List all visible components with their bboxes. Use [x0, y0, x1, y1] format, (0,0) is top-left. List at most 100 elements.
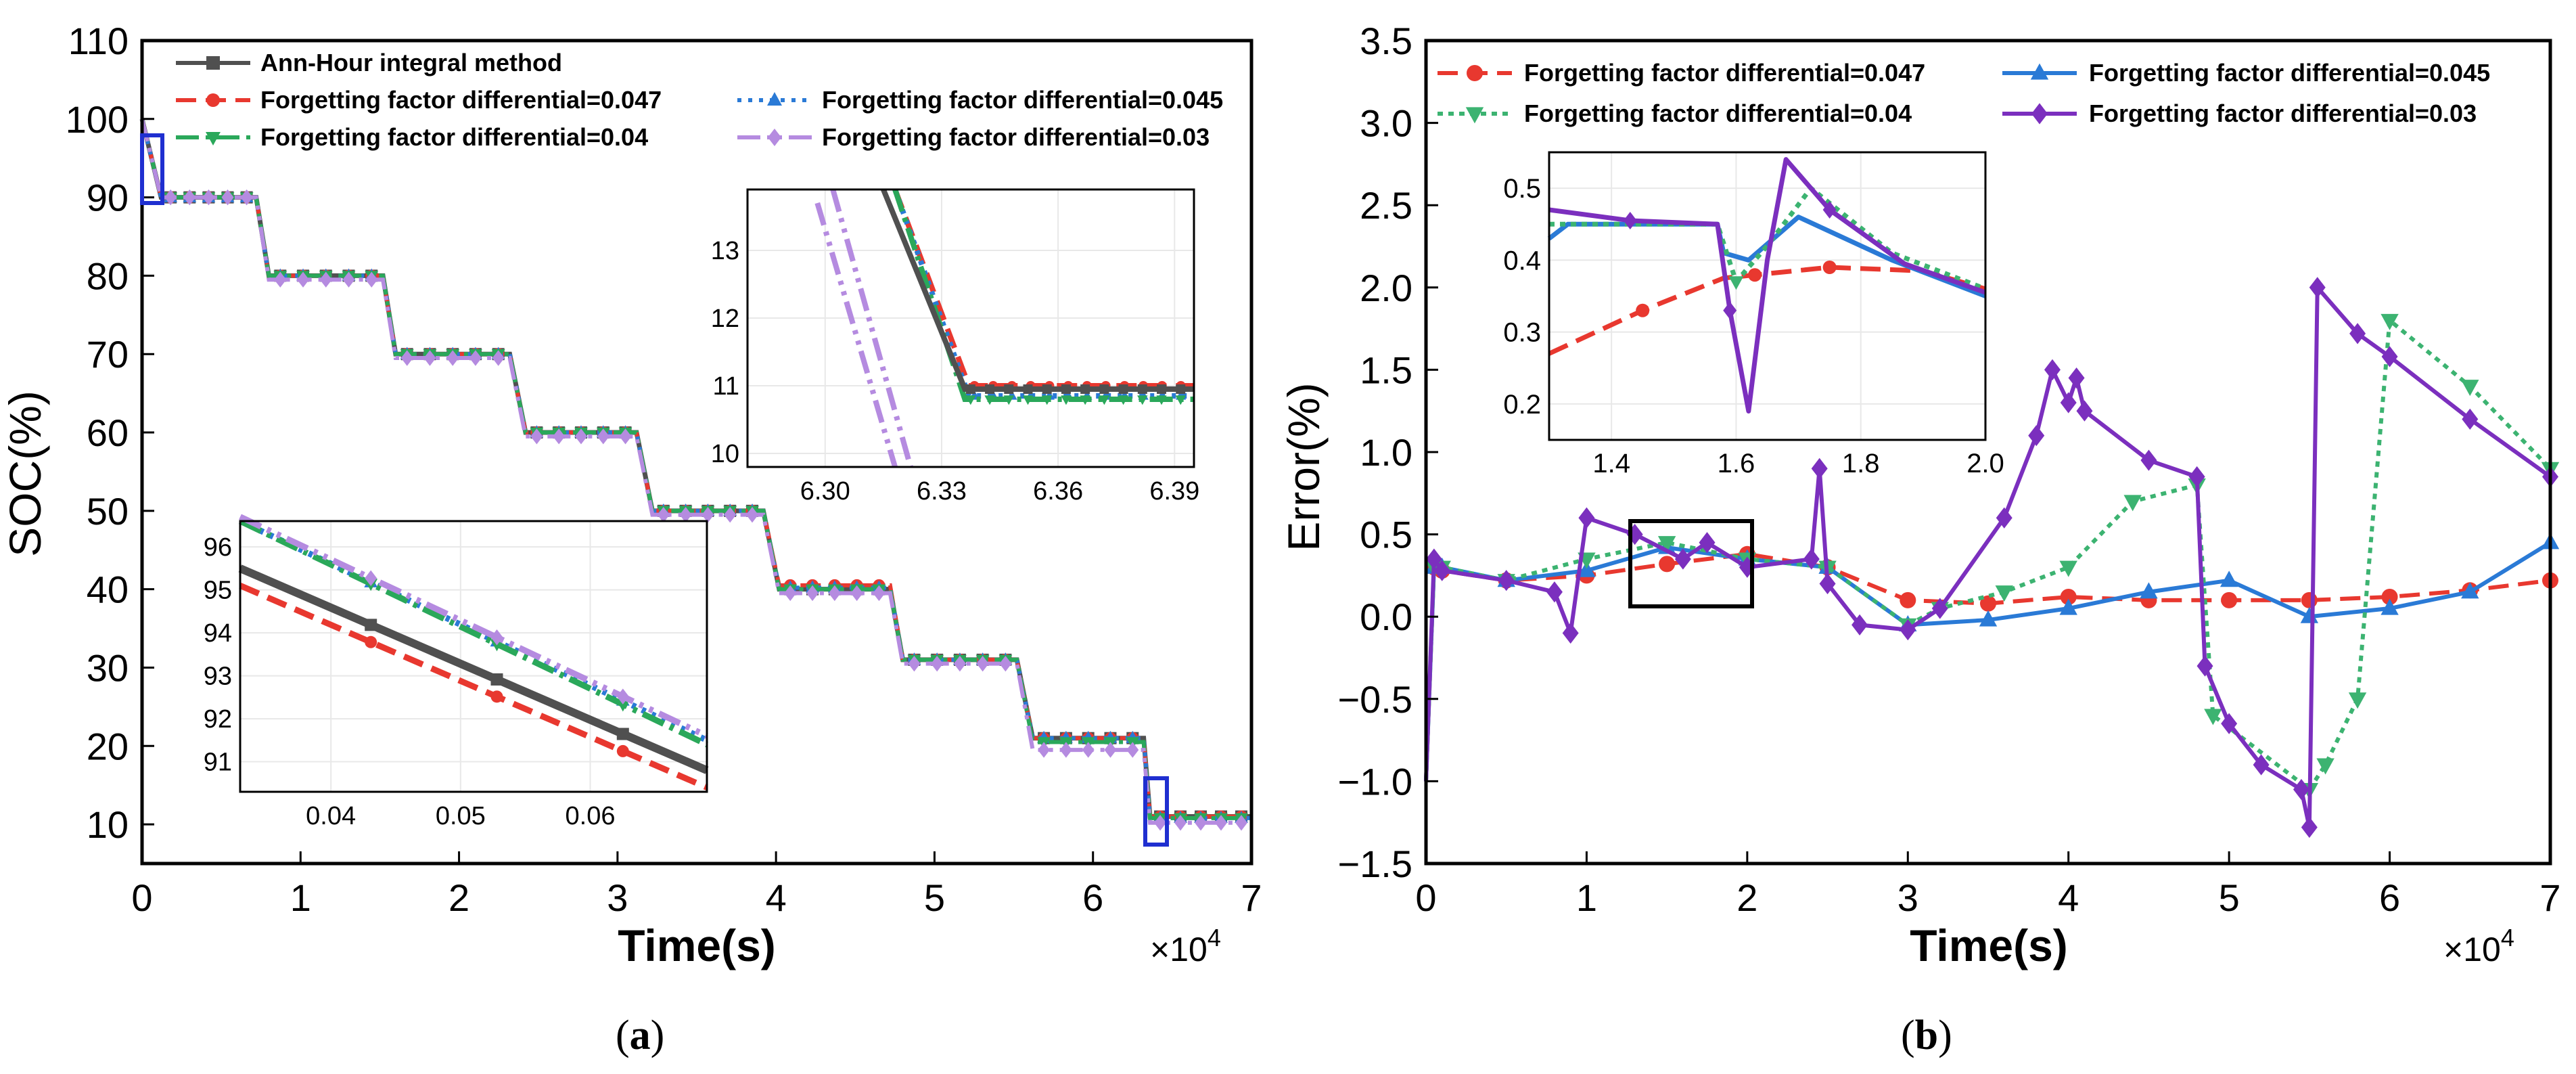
panel-a-series-marker: [469, 350, 482, 366]
panel-a-series-marker: [746, 506, 758, 523]
panel-a-inset2-frame: [746, 188, 1195, 468]
panel-b-series-line: [1424, 552, 2551, 782]
panel-a-ytick-label: 80: [87, 254, 129, 297]
panel-b-series-marker: [2461, 380, 2479, 397]
panel-a-xtick-label: 4: [766, 876, 787, 919]
panel-b-xtick-label: 4: [2058, 876, 2079, 919]
panel-b-legend-label: Forgetting factor differential=0.04: [1524, 99, 1912, 127]
panel-b-series: [1424, 277, 2560, 838]
panel-b-ytick-label: 1.0: [1360, 431, 1412, 474]
panel-a-series-marker: [240, 189, 253, 206]
panel-b-x-axis-label: Time(s): [1910, 920, 2068, 970]
panel-a-inset2-xtick-label: 6.36: [1033, 477, 1083, 506]
panel-b-y-axis-label: Error(%): [1279, 382, 1329, 551]
panel-b-ytick-label: −0.5: [1337, 678, 1412, 721]
panel-b-legend-marker: [1465, 107, 1484, 124]
panel-a-inset1-ytick-label: 96: [204, 533, 232, 562]
panel-a-series-marker: [274, 271, 287, 288]
panel-a-xtick-label: 0: [131, 876, 152, 919]
panel-a-plot-frame: [140, 39, 1254, 866]
panel-a-series-marker: [931, 655, 944, 672]
panel-b-inset-ytick-label: 0.2: [1503, 390, 1541, 420]
panel-b-series-marker: [1931, 598, 1948, 619]
panel-b-inset-series-line: [1548, 157, 1987, 413]
panel-a-inset2-marker: [1176, 384, 1186, 394]
panel-b-inset-xtick-label: 1.8: [1842, 449, 1880, 478]
panel-b-series-marker: [2221, 591, 2238, 608]
panel-a-inset2-marker: [1003, 395, 1014, 405]
panel-a-inset2-marker: [1099, 395, 1110, 405]
panel-a-inset1-marker: [365, 635, 377, 648]
panel-a-ytick-label: 100: [66, 98, 129, 141]
panel-a-series-marker: [183, 189, 196, 206]
panel-a-legend-marker: [206, 93, 220, 107]
panel-a-series-marker: [574, 428, 587, 445]
panel-a-series-marker: [657, 506, 670, 523]
panel-b-ytick-label: −1.5: [1337, 843, 1412, 885]
panel-a-series-line: [140, 118, 1251, 825]
panel-a-inset2-marker: [1042, 384, 1052, 394]
panel-a-inset2-series-line: [881, 188, 1194, 392]
panel-a-series: [139, 118, 1251, 831]
panel-a-legend-marker: [768, 129, 781, 146]
panel-b-xtick-label: 3: [1898, 876, 1918, 919]
panel-b-xtick-label: 6: [2379, 876, 2400, 919]
panel-b-series-marker: [2461, 582, 2479, 599]
panel-b-series-marker: [1811, 457, 1828, 479]
panel-a-inset2-marker: [965, 384, 975, 394]
panel-b-series-marker: [1433, 560, 1450, 581]
panel-b-error-chart: 0 1 2 3 4 5 6 7 −1.5 −1.0 −0.5 0.0 0.5 1.0 1.5 2.0 2.5 3.…: [1279, 20, 2561, 1058]
panel-b-series-marker: [1980, 595, 1996, 612]
panel-a-xtick-label: 6: [1082, 876, 1103, 919]
panel-b-inset-marker: [1728, 276, 1744, 290]
panel-a-series-marker: [850, 585, 863, 602]
panel-a-inset1-marker: [365, 619, 377, 631]
panel-b-series-line: [1424, 541, 2552, 782]
panel-b-legend: Forgetting factor differential=0.047 Forg…: [1438, 59, 2490, 127]
panel-b-inset-ytick-label: 0.5: [1503, 174, 1541, 204]
panel-a-inset1-xtick-label: 0.04: [306, 802, 356, 830]
panel-a-inset2-marker: [1080, 384, 1090, 394]
panel-b-series-marker: [2309, 277, 2326, 298]
panel-a-inset2-marker: [1061, 395, 1072, 405]
panel-b-series-marker: [1578, 507, 1595, 529]
panel-a-inset1-xtick-label: 0.06: [566, 802, 616, 830]
panel-b-series-marker: [2059, 560, 2077, 577]
panel-a-legend-label: Forgetting factor differential=0.045: [822, 86, 1223, 114]
panel-a-inset2-marker: [1118, 384, 1128, 394]
panel-a-inset1-marker: [490, 690, 503, 703]
panel-b-series-marker: [2076, 400, 2093, 422]
panel-a-inset2-marker: [1137, 384, 1147, 394]
panel-a-inset1-ytick-label: 94: [204, 619, 232, 648]
panel-b-ytick-label: 0.5: [1360, 514, 1412, 556]
panel-a-inset2-xtick-label: 6.33: [917, 477, 967, 506]
panel-a-inset2-marker: [1022, 395, 1034, 405]
panel-b-xtick-label: 1: [1576, 876, 1597, 919]
panel-b-series-marker: [2140, 449, 2157, 471]
panel-a-inset1-series-line: [239, 518, 708, 748]
panel-a-ytick-label: 50: [87, 490, 129, 533]
panel-a-series-marker: [553, 428, 566, 445]
panel-b-series-marker: [2381, 346, 2398, 367]
panel-a-series-marker: [619, 428, 632, 445]
panel-a-xtick-label: 5: [924, 876, 945, 919]
panel-a-xtick-label: 7: [1241, 876, 1262, 919]
panel-b-series-marker: [1819, 573, 1836, 595]
panel-b-series-marker: [1995, 585, 2013, 602]
panel-a-xtick-label: 1: [290, 876, 311, 919]
panel-a-legend-label: Forgetting factor differential=0.04: [260, 123, 648, 151]
panel-a-inset1-ytick-label: 95: [204, 577, 232, 605]
panel-a-ytick-label: 10: [87, 803, 129, 846]
panel-a-series-marker: [400, 350, 413, 366]
panel-b-series-marker: [2221, 713, 2238, 734]
panel-b-series-marker: [2028, 425, 2045, 447]
panel-b-series-marker: [2059, 598, 2077, 615]
panel-b-series-marker: [2044, 359, 2061, 380]
panel-b-series-marker: [2348, 692, 2367, 709]
panel-a-inset2-marker: [985, 384, 995, 394]
panel-a-inset1-marker: [490, 673, 503, 686]
panel-a-series-marker: [423, 350, 436, 366]
panel-a-legend-marker: [206, 56, 220, 70]
panel-a-inset2-marker: [1099, 384, 1109, 394]
